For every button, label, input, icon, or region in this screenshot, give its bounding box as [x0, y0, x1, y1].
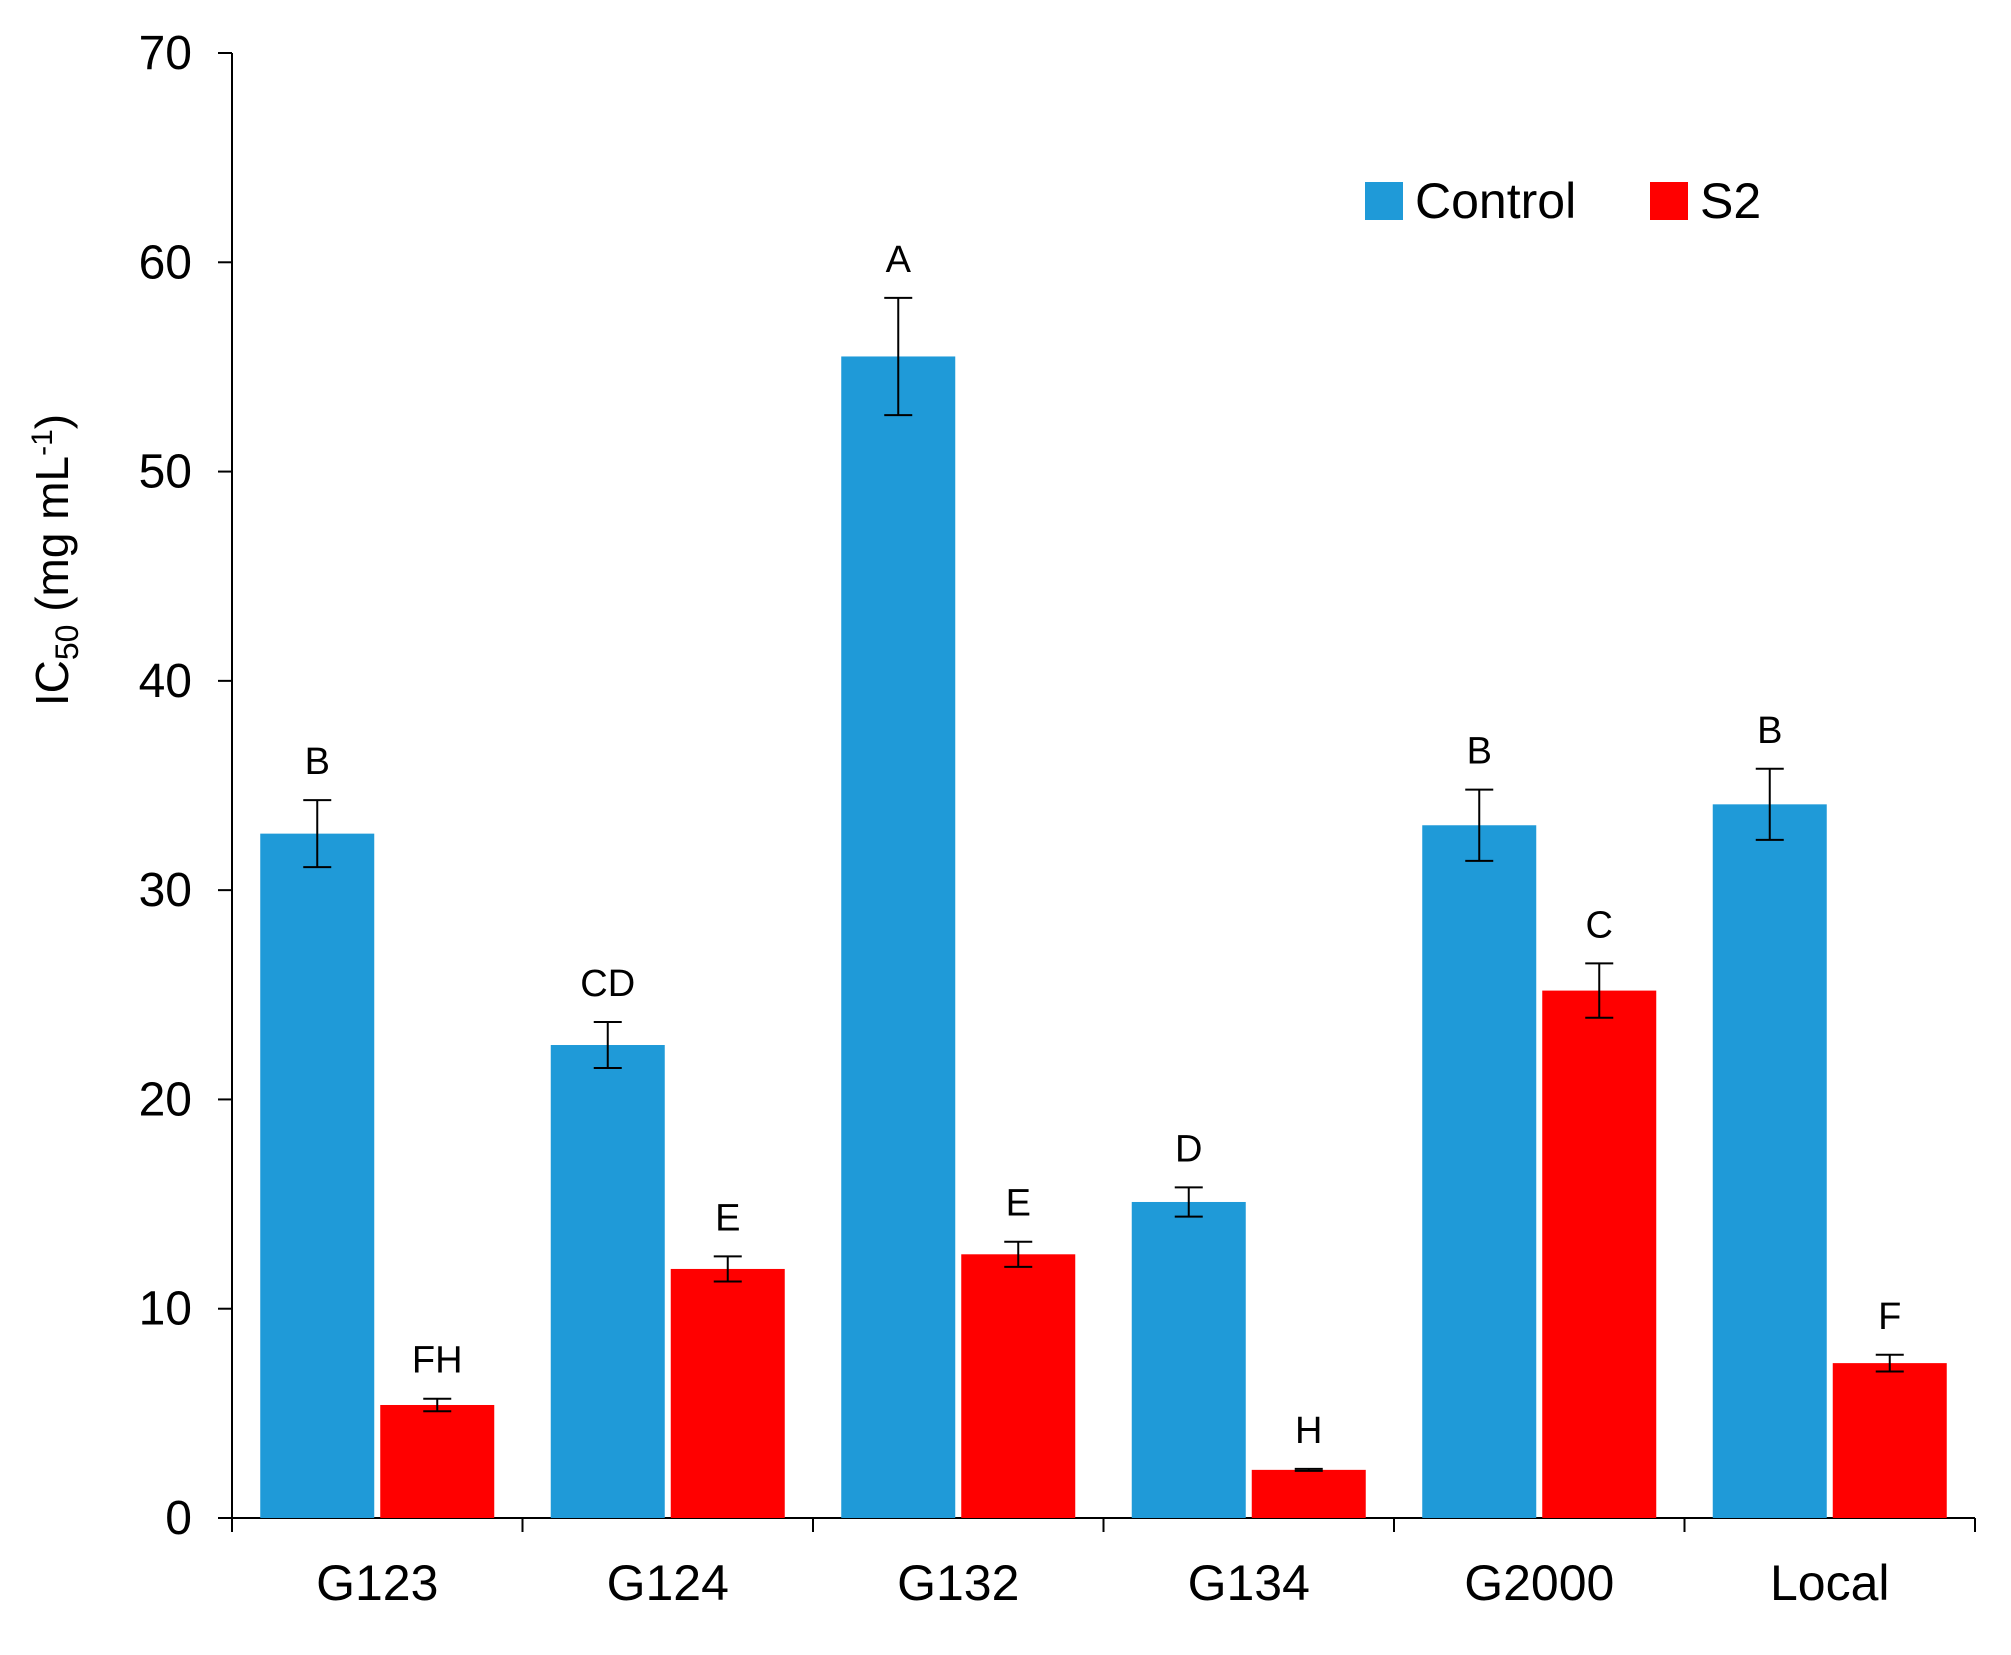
legend-label-s2: S2	[1700, 173, 1761, 229]
x-tick-label: Local	[1770, 1555, 1890, 1611]
x-tick-label: G134	[1188, 1555, 1310, 1611]
significance-letter: FH	[412, 1340, 463, 1382]
bar-s2-g132	[961, 1254, 1076, 1518]
y-tick-label: 0	[165, 1492, 192, 1545]
bar-control-g123	[260, 833, 375, 1518]
y-tick-label: 30	[139, 864, 192, 917]
axes: 0 10 20 30 40 50 60 70 G123 G124 G132 G134 G2000 Loca…	[139, 27, 1976, 1611]
legend-swatch-s2	[1650, 182, 1688, 220]
bar-s2-g123	[380, 1404, 495, 1518]
significance-letter: E	[1006, 1183, 1031, 1225]
bar-control-g2000	[1422, 825, 1537, 1518]
significance-letter: A	[886, 239, 912, 281]
significance-letters: B FH CD E A E D H B C B F	[305, 239, 1902, 1452]
x-tick-label: G132	[897, 1555, 1019, 1611]
bar-s2-g124	[670, 1268, 785, 1518]
bar-control-local	[1712, 804, 1827, 1518]
y-tick-label: 70	[139, 27, 192, 80]
significance-letter: F	[1878, 1296, 1901, 1338]
bar-control-g134	[1131, 1201, 1246, 1518]
y-tick-label: 20	[139, 1073, 192, 1126]
y-axis-label: IC50 (mg mL-1)	[26, 414, 85, 706]
bar-s2-local	[1832, 1363, 1947, 1518]
bar-s2-g134	[1251, 1469, 1366, 1518]
significance-letter: CD	[580, 963, 635, 1005]
significance-letter: H	[1295, 1410, 1322, 1452]
significance-letter: B	[1757, 710, 1782, 752]
y-tick-label: 60	[139, 236, 192, 289]
legend-swatch-control	[1365, 182, 1403, 220]
significance-letter: E	[715, 1197, 740, 1239]
y-tick-label: 40	[139, 655, 192, 708]
significance-letter: D	[1175, 1128, 1202, 1170]
x-tick-label: G124	[607, 1555, 729, 1611]
error-bars	[303, 296, 1904, 1472]
significance-letter: B	[1467, 731, 1492, 773]
significance-letter: B	[305, 741, 330, 783]
bars	[260, 356, 1947, 1518]
y-tick-label: 10	[139, 1283, 192, 1336]
bar-control-g124	[550, 1045, 665, 1518]
x-tick-label: G2000	[1464, 1555, 1614, 1611]
legend: Control S2	[1365, 173, 1761, 229]
y-tick-label: 50	[139, 446, 192, 499]
legend-label-control: Control	[1415, 173, 1576, 229]
significance-letter: C	[1586, 904, 1613, 946]
bar-s2-g2000	[1542, 990, 1657, 1518]
x-tick-label: G123	[316, 1555, 438, 1611]
bar-control-g132	[841, 356, 956, 1518]
